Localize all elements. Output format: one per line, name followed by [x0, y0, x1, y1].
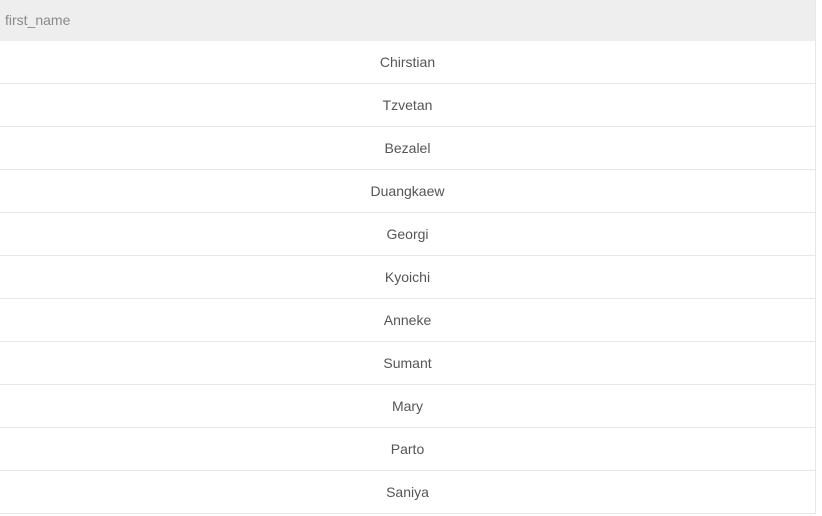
column-header-first-name[interactable]: first_name [0, 0, 815, 41]
table-row[interactable]: Saniya [0, 471, 815, 514]
table-row[interactable]: Chirstian [0, 41, 815, 84]
table-row[interactable]: Mary [0, 385, 815, 428]
table-row[interactable]: Georgi [0, 213, 815, 256]
table-row[interactable]: Duangkaew [0, 170, 815, 213]
table-row[interactable]: Parto [0, 428, 815, 471]
table-row[interactable]: Kyoichi [0, 256, 815, 299]
table-row[interactable]: Bezalel [0, 127, 815, 170]
table-row[interactable]: Sumant [0, 342, 815, 385]
table-row[interactable]: Anneke [0, 299, 815, 342]
table-row[interactable]: Tzvetan [0, 84, 815, 127]
table-body: Chirstian Tzvetan Bezalel Duangkaew Georgi Ky… [0, 41, 815, 514]
